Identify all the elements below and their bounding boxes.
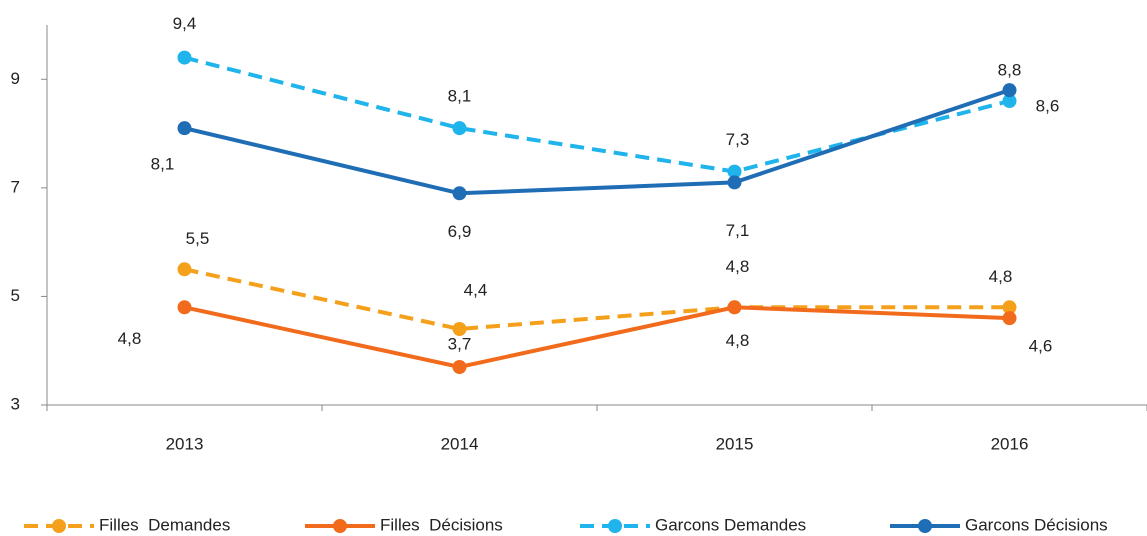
x-tick-label: 2014 [441, 434, 479, 453]
point [1002, 311, 1017, 326]
y-tick-label: 7 [11, 177, 20, 196]
point [1002, 300, 1017, 315]
legend-label: Filles Demandes [99, 515, 230, 534]
value-label: 4,8 [989, 267, 1013, 286]
value-label: 4,8 [118, 329, 142, 348]
point [727, 175, 742, 190]
value-label: 8,6 [1036, 96, 1060, 115]
value-label: 7,3 [726, 130, 750, 149]
point [1002, 83, 1017, 98]
point [727, 164, 742, 179]
series-line [184, 267, 1010, 332]
point [727, 300, 742, 315]
point [177, 262, 192, 277]
value-label: 4,8 [726, 331, 750, 350]
legend-label: Garcons Décisions [965, 515, 1108, 534]
value-label: 4,8 [726, 257, 750, 276]
value-label: 4,6 [1029, 337, 1053, 356]
legend-marker [333, 519, 347, 533]
legend-label: Filles Décisions [380, 515, 503, 534]
series-line [184, 88, 1011, 196]
x-tick-label: 2015 [716, 434, 754, 453]
y-tick-label: 3 [11, 394, 20, 413]
value-label: 7,1 [726, 221, 750, 240]
x-tick-label: 2016 [991, 434, 1029, 453]
point [177, 121, 192, 136]
value-label: 6,9 [448, 222, 472, 241]
legend-marker [918, 519, 932, 533]
legend-marker [52, 519, 66, 533]
point [177, 300, 192, 315]
point [452, 360, 467, 374]
value-label: 9,4 [173, 14, 197, 33]
y-tick-label: 5 [11, 286, 20, 305]
point [177, 50, 192, 65]
value-label: 4,4 [464, 280, 488, 299]
value-label: 3,7 [448, 334, 472, 353]
value-label: 8,1 [151, 155, 175, 174]
point [1002, 94, 1017, 108]
point [452, 121, 467, 136]
legend-marker [608, 519, 622, 533]
point [452, 186, 467, 201]
series-line [184, 55, 1010, 174]
y-tick-label: 9 [11, 69, 20, 88]
point [452, 322, 467, 336]
legend-label: Garcons Demandes [655, 515, 806, 534]
series-line [184, 305, 1010, 370]
value-label: 8,8 [998, 61, 1022, 80]
value-label: 8,1 [448, 87, 472, 106]
x-tick-label: 2013 [166, 434, 204, 453]
value-label: 5,5 [186, 229, 210, 248]
